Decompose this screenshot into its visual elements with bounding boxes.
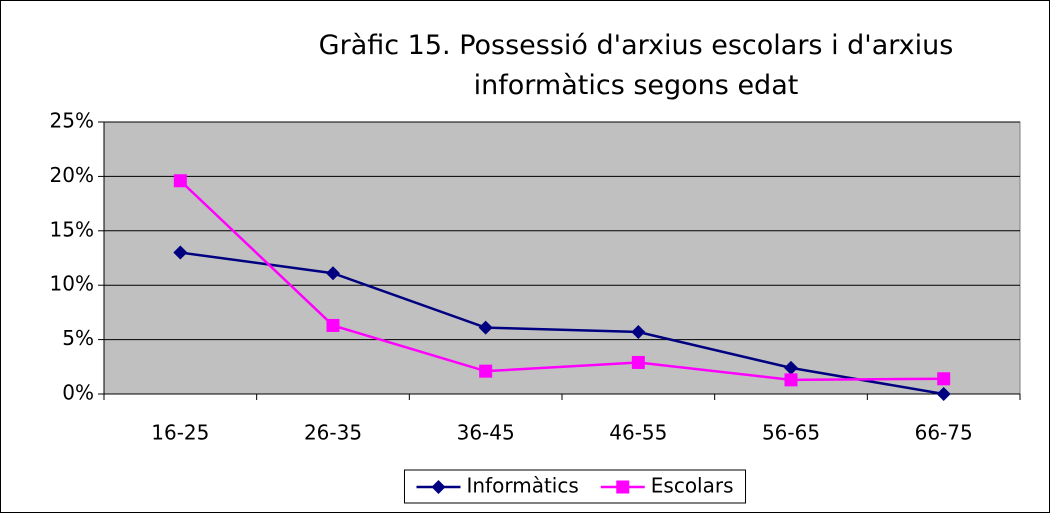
marker [173, 174, 187, 188]
marker [326, 318, 340, 332]
marker [784, 373, 798, 387]
y-tick-label: 10% [50, 272, 94, 296]
legend-label: Escolars [651, 474, 734, 498]
x-tick-label: 36-45 [457, 421, 515, 445]
x-tick-label: 66-75 [915, 421, 973, 445]
series-line [179, 179, 944, 382]
marker [631, 355, 645, 369]
marker [479, 364, 493, 378]
marker [173, 245, 188, 260]
marker [478, 320, 493, 335]
y-tick-label: 25% [50, 109, 94, 133]
y-tick-label: 5% [62, 326, 94, 350]
y-tick-label: 15% [50, 217, 94, 241]
x-tick-label: 46-55 [609, 421, 667, 445]
legend-box [403, 469, 747, 504]
x-tick-label: 26-35 [304, 421, 362, 445]
x-tick-label: 16-25 [151, 421, 209, 445]
marker [936, 387, 951, 401]
x-tick-label: 56-65 [762, 421, 820, 445]
marker [631, 324, 646, 339]
marker [431, 480, 446, 494]
chart-title: Gràfic 15. Possessió d'arxius escolars i… [318, 30, 954, 101]
marker [326, 266, 340, 281]
legend-label: Informàtics [466, 474, 578, 498]
marker [937, 372, 951, 386]
plot-area [103, 121, 1021, 395]
y-tick-label: 0% [62, 381, 94, 405]
series-line [180, 251, 944, 396]
y-tick-label: 20% [50, 163, 94, 187]
marker [784, 360, 798, 375]
marker [616, 480, 630, 494]
